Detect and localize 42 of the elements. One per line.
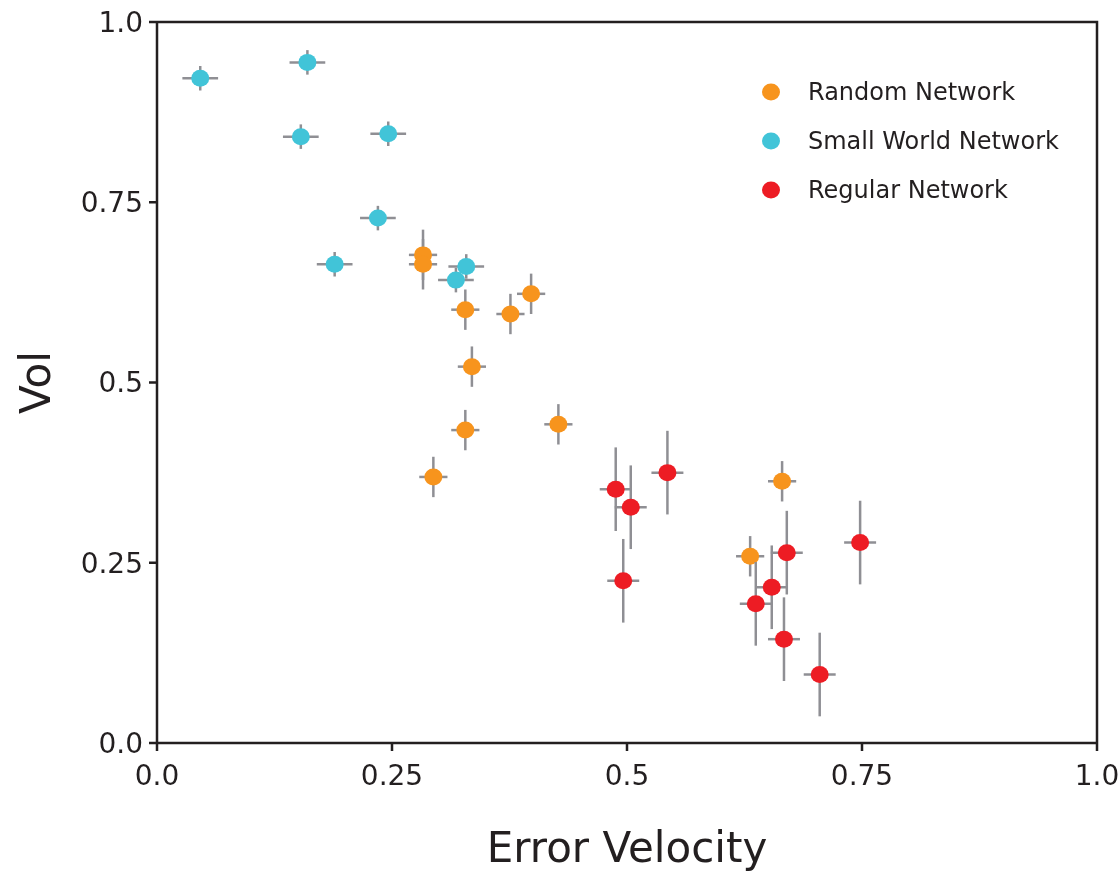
point — [614, 572, 633, 590]
point — [298, 53, 317, 71]
point — [549, 415, 568, 433]
legend-label: Random Network — [808, 78, 1016, 107]
point — [456, 301, 475, 319]
legend-label: Regular Network — [808, 176, 1008, 205]
point — [368, 209, 387, 227]
point — [810, 666, 829, 684]
point — [462, 358, 481, 376]
y-axis-title: Vol — [11, 351, 60, 414]
point — [446, 271, 465, 289]
point — [501, 305, 520, 323]
point — [522, 285, 541, 303]
y-tick-label: 0.5 — [98, 366, 143, 400]
y-tick-label: 0.75 — [80, 186, 143, 220]
point — [851, 534, 870, 552]
y-tick-label: 0.25 — [80, 546, 143, 580]
x-axis-title: Error Velocity — [486, 823, 768, 872]
point — [325, 255, 344, 273]
point — [621, 498, 640, 516]
point — [746, 595, 765, 613]
point — [457, 257, 476, 275]
point — [658, 464, 677, 482]
point — [774, 630, 793, 648]
point — [424, 468, 443, 486]
point — [291, 128, 310, 146]
x-tick-label: 0.0 — [134, 759, 180, 792]
point — [777, 544, 796, 562]
x-tick-label: 0.75 — [830, 759, 894, 792]
point — [741, 547, 760, 565]
point — [191, 69, 210, 87]
x-tick-label: 1.0 — [1074, 759, 1120, 792]
x-tick-label: 0.25 — [360, 759, 424, 792]
point — [606, 480, 625, 498]
point — [762, 578, 781, 596]
y-tick-label: 1.0 — [98, 5, 143, 39]
point — [456, 421, 475, 439]
x-tick-label: 0.5 — [604, 759, 650, 792]
legend-label: Small World Network — [808, 127, 1059, 156]
y-tick-label: 0.0 — [98, 726, 143, 760]
point — [773, 472, 792, 490]
point — [379, 125, 398, 143]
